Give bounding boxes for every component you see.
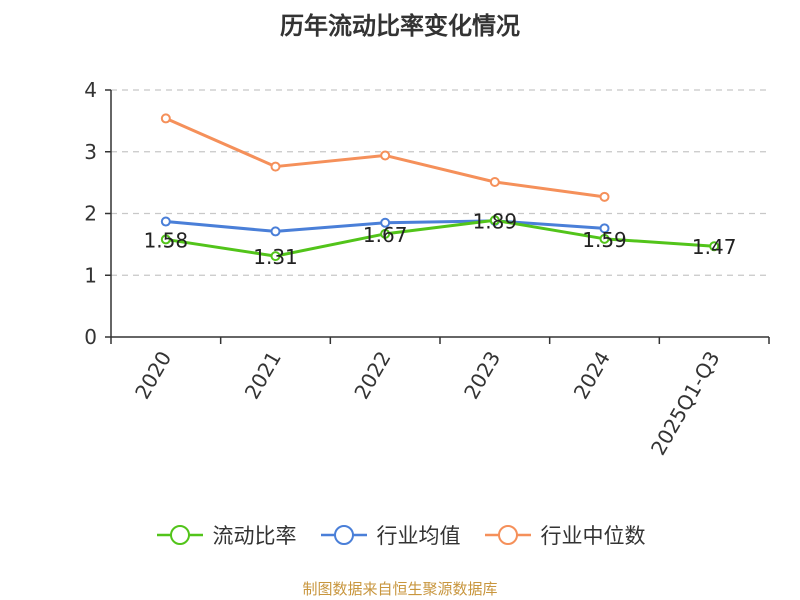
legend-symbol-icon — [484, 525, 531, 545]
data-point — [270, 226, 281, 237]
data-point — [489, 215, 500, 226]
legend-item[interactable]: 流动比率 — [155, 520, 297, 550]
y-tick-label: 2 — [84, 202, 97, 226]
data-point — [160, 216, 171, 227]
legend-item[interactable]: 行业中位数 — [483, 520, 646, 550]
series-line — [165, 218, 715, 258]
chart-title: 历年流动比率变化情况 — [280, 12, 520, 40]
data-label: 1.47 — [692, 235, 737, 259]
data-label: 1.59 — [582, 228, 627, 252]
data-point — [599, 191, 610, 202]
legend-label: 流动比率 — [212, 524, 297, 548]
y-tick-label: 3 — [84, 140, 97, 164]
legend: 流动比率 行业均值 行业中位数 — [0, 520, 800, 550]
data-point — [599, 223, 610, 234]
y-tick-label: 4 — [84, 78, 97, 102]
source-note: 制图数据来自恒生聚源数据库 — [302, 580, 498, 598]
data-labels: 1.58 1.31 1.67 1.89 1.59 1.47 — [144, 209, 737, 269]
x-tick-label: 2023 — [459, 347, 505, 403]
legend-label: 行业中位数 — [540, 524, 646, 548]
data-point — [380, 217, 391, 228]
data-point — [270, 161, 281, 172]
legend-symbol-icon — [156, 525, 203, 545]
data-label: 1.67 — [363, 223, 408, 247]
data-point — [380, 150, 391, 161]
data-point — [599, 233, 610, 244]
data-point — [160, 234, 171, 245]
legend-label: 行业均值 — [376, 524, 461, 548]
x-tick-label: 2022 — [349, 347, 395, 403]
data-point — [270, 251, 281, 262]
x-tick-label: 2020 — [130, 347, 176, 403]
legend-symbol-icon — [320, 525, 367, 545]
data-point — [489, 177, 500, 188]
data-label: 1.58 — [144, 228, 189, 252]
data-point — [709, 241, 720, 252]
data-label: 1.31 — [253, 245, 298, 269]
data-point — [160, 113, 171, 124]
data-label: 1.89 — [473, 209, 518, 233]
data-point — [380, 228, 391, 239]
axes: 0 1 2 3 4 2020 2021 2022 2023 2024 2025Q1-Q3 — [84, 78, 770, 459]
legend-item[interactable]: 行业均值 — [319, 520, 461, 550]
y-tick-label: 1 — [84, 263, 97, 287]
y-tick-label: 0 — [84, 325, 97, 349]
x-tick-label: 2021 — [240, 347, 286, 403]
x-tick-label: 2025Q1-Q3 — [646, 347, 725, 459]
x-tick-label: 2024 — [569, 347, 615, 403]
series-lines — [160, 113, 720, 262]
